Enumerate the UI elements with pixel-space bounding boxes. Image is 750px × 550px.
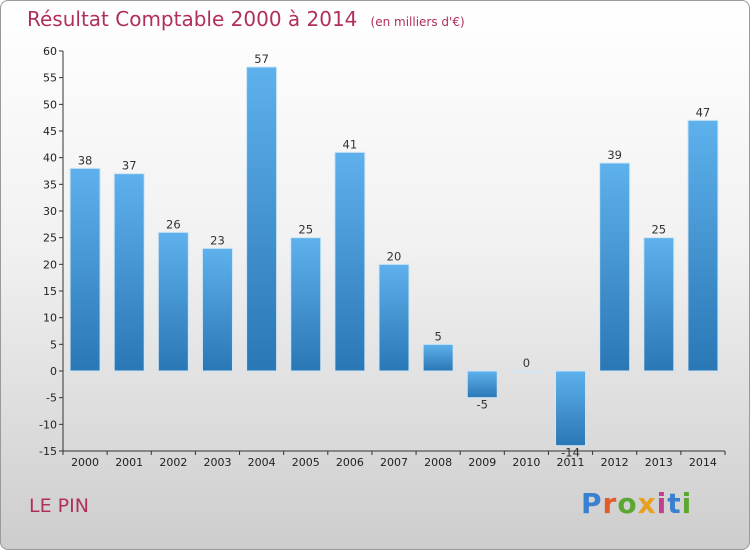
title-row: Résultat Comptable 2000 à 2014 (en milli… [27,7,465,31]
x-tick-label: 2009 [468,456,496,469]
x-tick-label: 2012 [601,456,629,469]
y-tick-label: 5 [50,338,57,351]
logo-letter: i [681,487,693,520]
data-label: 26 [166,217,181,231]
logo-letter: P [581,487,603,520]
y-tick-label: 40 [43,152,57,165]
chart-subtitle: (en milliers d'€) [370,15,465,29]
data-label: 0 [523,356,530,370]
y-tick-label: 15 [43,285,57,298]
y-tick-label: 45 [43,125,57,138]
logo-letter: i [656,487,668,520]
bar [157,231,189,372]
bar [422,343,454,372]
y-tick-label: -10 [39,418,57,431]
logo-letter: o [617,487,638,520]
x-tick-label: 2007 [380,456,408,469]
x-tick-label: 2014 [689,456,717,469]
bar [599,162,631,372]
data-label: 20 [387,249,402,263]
y-tick-label: 10 [43,312,57,325]
y-tick-label: 60 [43,45,57,58]
x-tick-label: 2008 [424,456,452,469]
data-label: -14 [561,446,580,460]
bars [69,66,719,447]
logo-letter: t [667,487,682,520]
data-label: 25 [651,223,666,237]
data-label: 37 [122,159,137,173]
bar [69,167,101,372]
y-tick-label: 35 [43,178,57,191]
bar [113,173,145,372]
x-tick-label: 2006 [336,456,364,469]
x-tick-label: 2000 [71,456,99,469]
data-label: 39 [607,148,622,162]
x-tick-label: 2013 [645,456,673,469]
data-label: 5 [434,329,441,343]
bar [201,247,233,372]
data-label: 25 [298,223,313,237]
bar [687,119,719,372]
bar [378,263,410,372]
data-label: 41 [343,137,358,151]
x-tick-label: 2001 [115,456,143,469]
data-label: -5 [477,398,488,412]
bar [246,66,278,372]
x-tick-label: 2004 [248,456,276,469]
x-tick-label: 2003 [203,456,231,469]
x-tick-label: 2005 [292,456,320,469]
place-name: LE PIN [29,495,89,517]
data-label: 47 [696,105,711,119]
x-tick-label: 2002 [159,456,187,469]
bar [510,370,542,373]
proxiti-logo: Proxiti [581,487,692,520]
y-tick-label: -15 [39,445,57,458]
y-tick-label: 20 [43,258,57,271]
bar [290,237,322,372]
x-tick-label: 2010 [512,456,540,469]
y-tick-label: 0 [50,365,57,378]
data-labels: 38 37 26 23 57 25 41 20 5 -5 0 -14 39 25 47 [78,52,711,460]
data-label: 38 [78,153,93,167]
bar [555,370,587,447]
data-label: 23 [210,233,225,247]
logo-letter: r [602,487,618,520]
y-tick-label: 25 [43,232,57,245]
bar [643,237,675,372]
y-tick-label: -5 [46,392,57,405]
logo-letter: x [637,487,657,520]
chart-title: Résultat Comptable 2000 à 2014 [27,7,358,31]
bar [466,370,498,399]
y-tick-label: 30 [43,205,57,218]
x-tick-label: 2011 [557,456,585,469]
y-tick-label: 55 [43,72,57,85]
y-tick-label: 50 [43,98,57,111]
data-label: 57 [254,52,269,66]
bar [334,151,366,372]
